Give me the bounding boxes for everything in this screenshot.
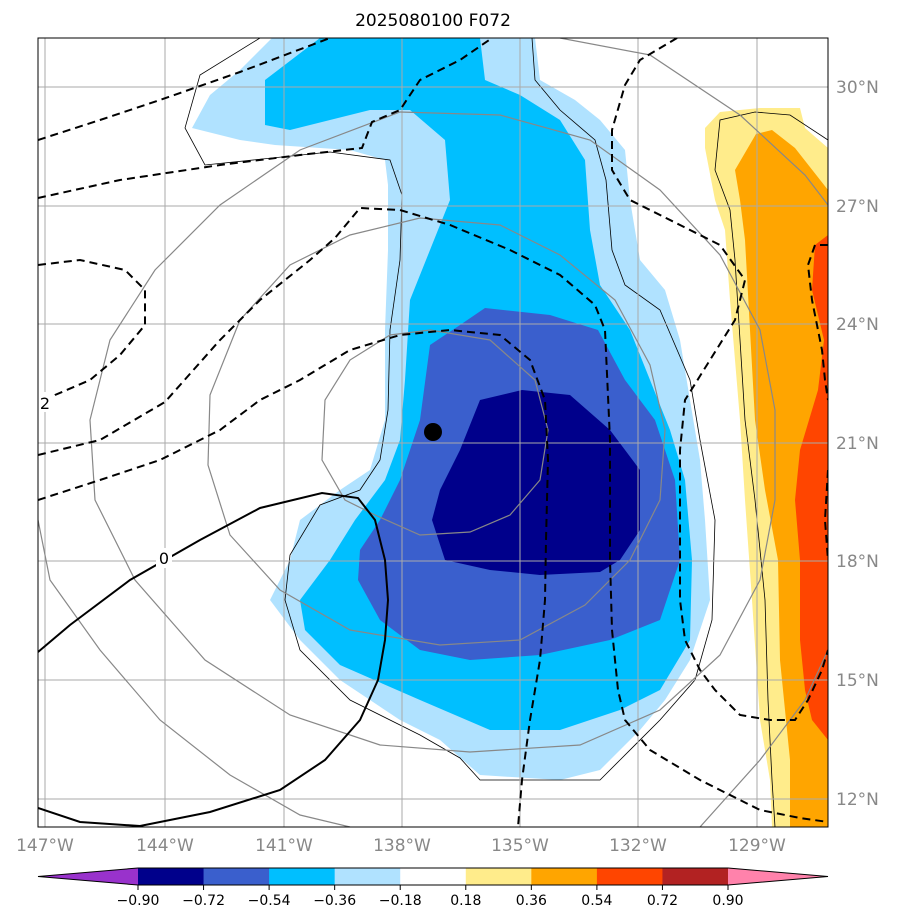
colorbar-segment xyxy=(596,868,663,885)
colorbar-extend-high xyxy=(728,868,828,885)
radius-rings xyxy=(38,38,828,827)
colorbar-tick-label: −0.72 xyxy=(182,893,225,909)
colorbar-tick-label: −0.36 xyxy=(313,893,356,909)
colorbar-tick-label: 0.54 xyxy=(581,893,612,909)
latitude-labels: 12°N 15°N 18°N 21°N 24°N 27°N 30°N xyxy=(836,78,879,810)
solid-contours xyxy=(38,491,390,827)
colorbar-tick-label: 0.36 xyxy=(516,893,547,909)
shaded-field xyxy=(192,38,828,827)
gridlines xyxy=(38,38,828,827)
colorbar-segment xyxy=(531,868,598,885)
colorbar-extend-low xyxy=(38,868,138,885)
colorbar-segment xyxy=(334,868,401,885)
dashed-contours xyxy=(38,38,828,827)
colorbar: −0.90 −0.72 −0.54 −0.36 −0.18 0.18 0.36 0.54 0.7… xyxy=(37,867,829,909)
lon-label: 138°W xyxy=(373,836,431,856)
outer-thin-contour xyxy=(184,38,716,781)
contour-label-bg xyxy=(36,392,52,412)
colorbar-segment xyxy=(662,868,729,885)
contour-label-bg xyxy=(156,548,172,568)
lon-label: 129°W xyxy=(728,836,786,856)
map-area xyxy=(38,38,828,827)
colorbar-tick-label: 0.72 xyxy=(647,893,678,909)
storm-center-marker xyxy=(424,423,442,441)
east-thin-contour xyxy=(714,111,828,827)
lon-label: 132°W xyxy=(609,836,667,856)
colorbar-tick-label: 0.18 xyxy=(450,893,481,909)
contour-label-2: 2 xyxy=(40,394,50,413)
plot-title: 2025080100 F072 xyxy=(355,11,511,31)
colorbar-segment xyxy=(203,868,270,885)
longitude-labels: 147°W 144°W 141°W 138°W 135°W 132°W 129°… xyxy=(16,836,786,856)
lon-label: 135°W xyxy=(491,836,549,856)
colorbar-segment xyxy=(465,868,532,885)
lon-label: 141°W xyxy=(255,836,313,856)
lat-label: 18°N xyxy=(836,552,879,572)
lon-label: 147°W xyxy=(16,836,74,856)
colorbar-segment xyxy=(400,868,467,885)
lat-label: 21°N xyxy=(836,434,879,454)
lat-label: 27°N xyxy=(836,197,879,217)
colorbar-tick-label: −0.54 xyxy=(248,893,291,909)
lon-label: 144°W xyxy=(136,836,194,856)
colorbar-tick-label: −0.90 xyxy=(117,893,160,909)
colorbar-tick-label: −0.18 xyxy=(379,893,422,909)
contour-label-0: 0 xyxy=(159,549,169,568)
lat-label: 12°N xyxy=(836,790,879,810)
lat-label: 15°N xyxy=(836,671,879,691)
colorbar-segment xyxy=(138,868,205,885)
lat-label: 24°N xyxy=(836,315,879,335)
colorbar-tick-label: 0.90 xyxy=(712,893,743,909)
strong-positive-region xyxy=(795,235,828,740)
map-frame xyxy=(37,37,829,828)
lat-label: 30°N xyxy=(836,78,879,98)
very-strong-negative-region xyxy=(432,390,640,575)
colorbar-segment xyxy=(269,868,336,885)
